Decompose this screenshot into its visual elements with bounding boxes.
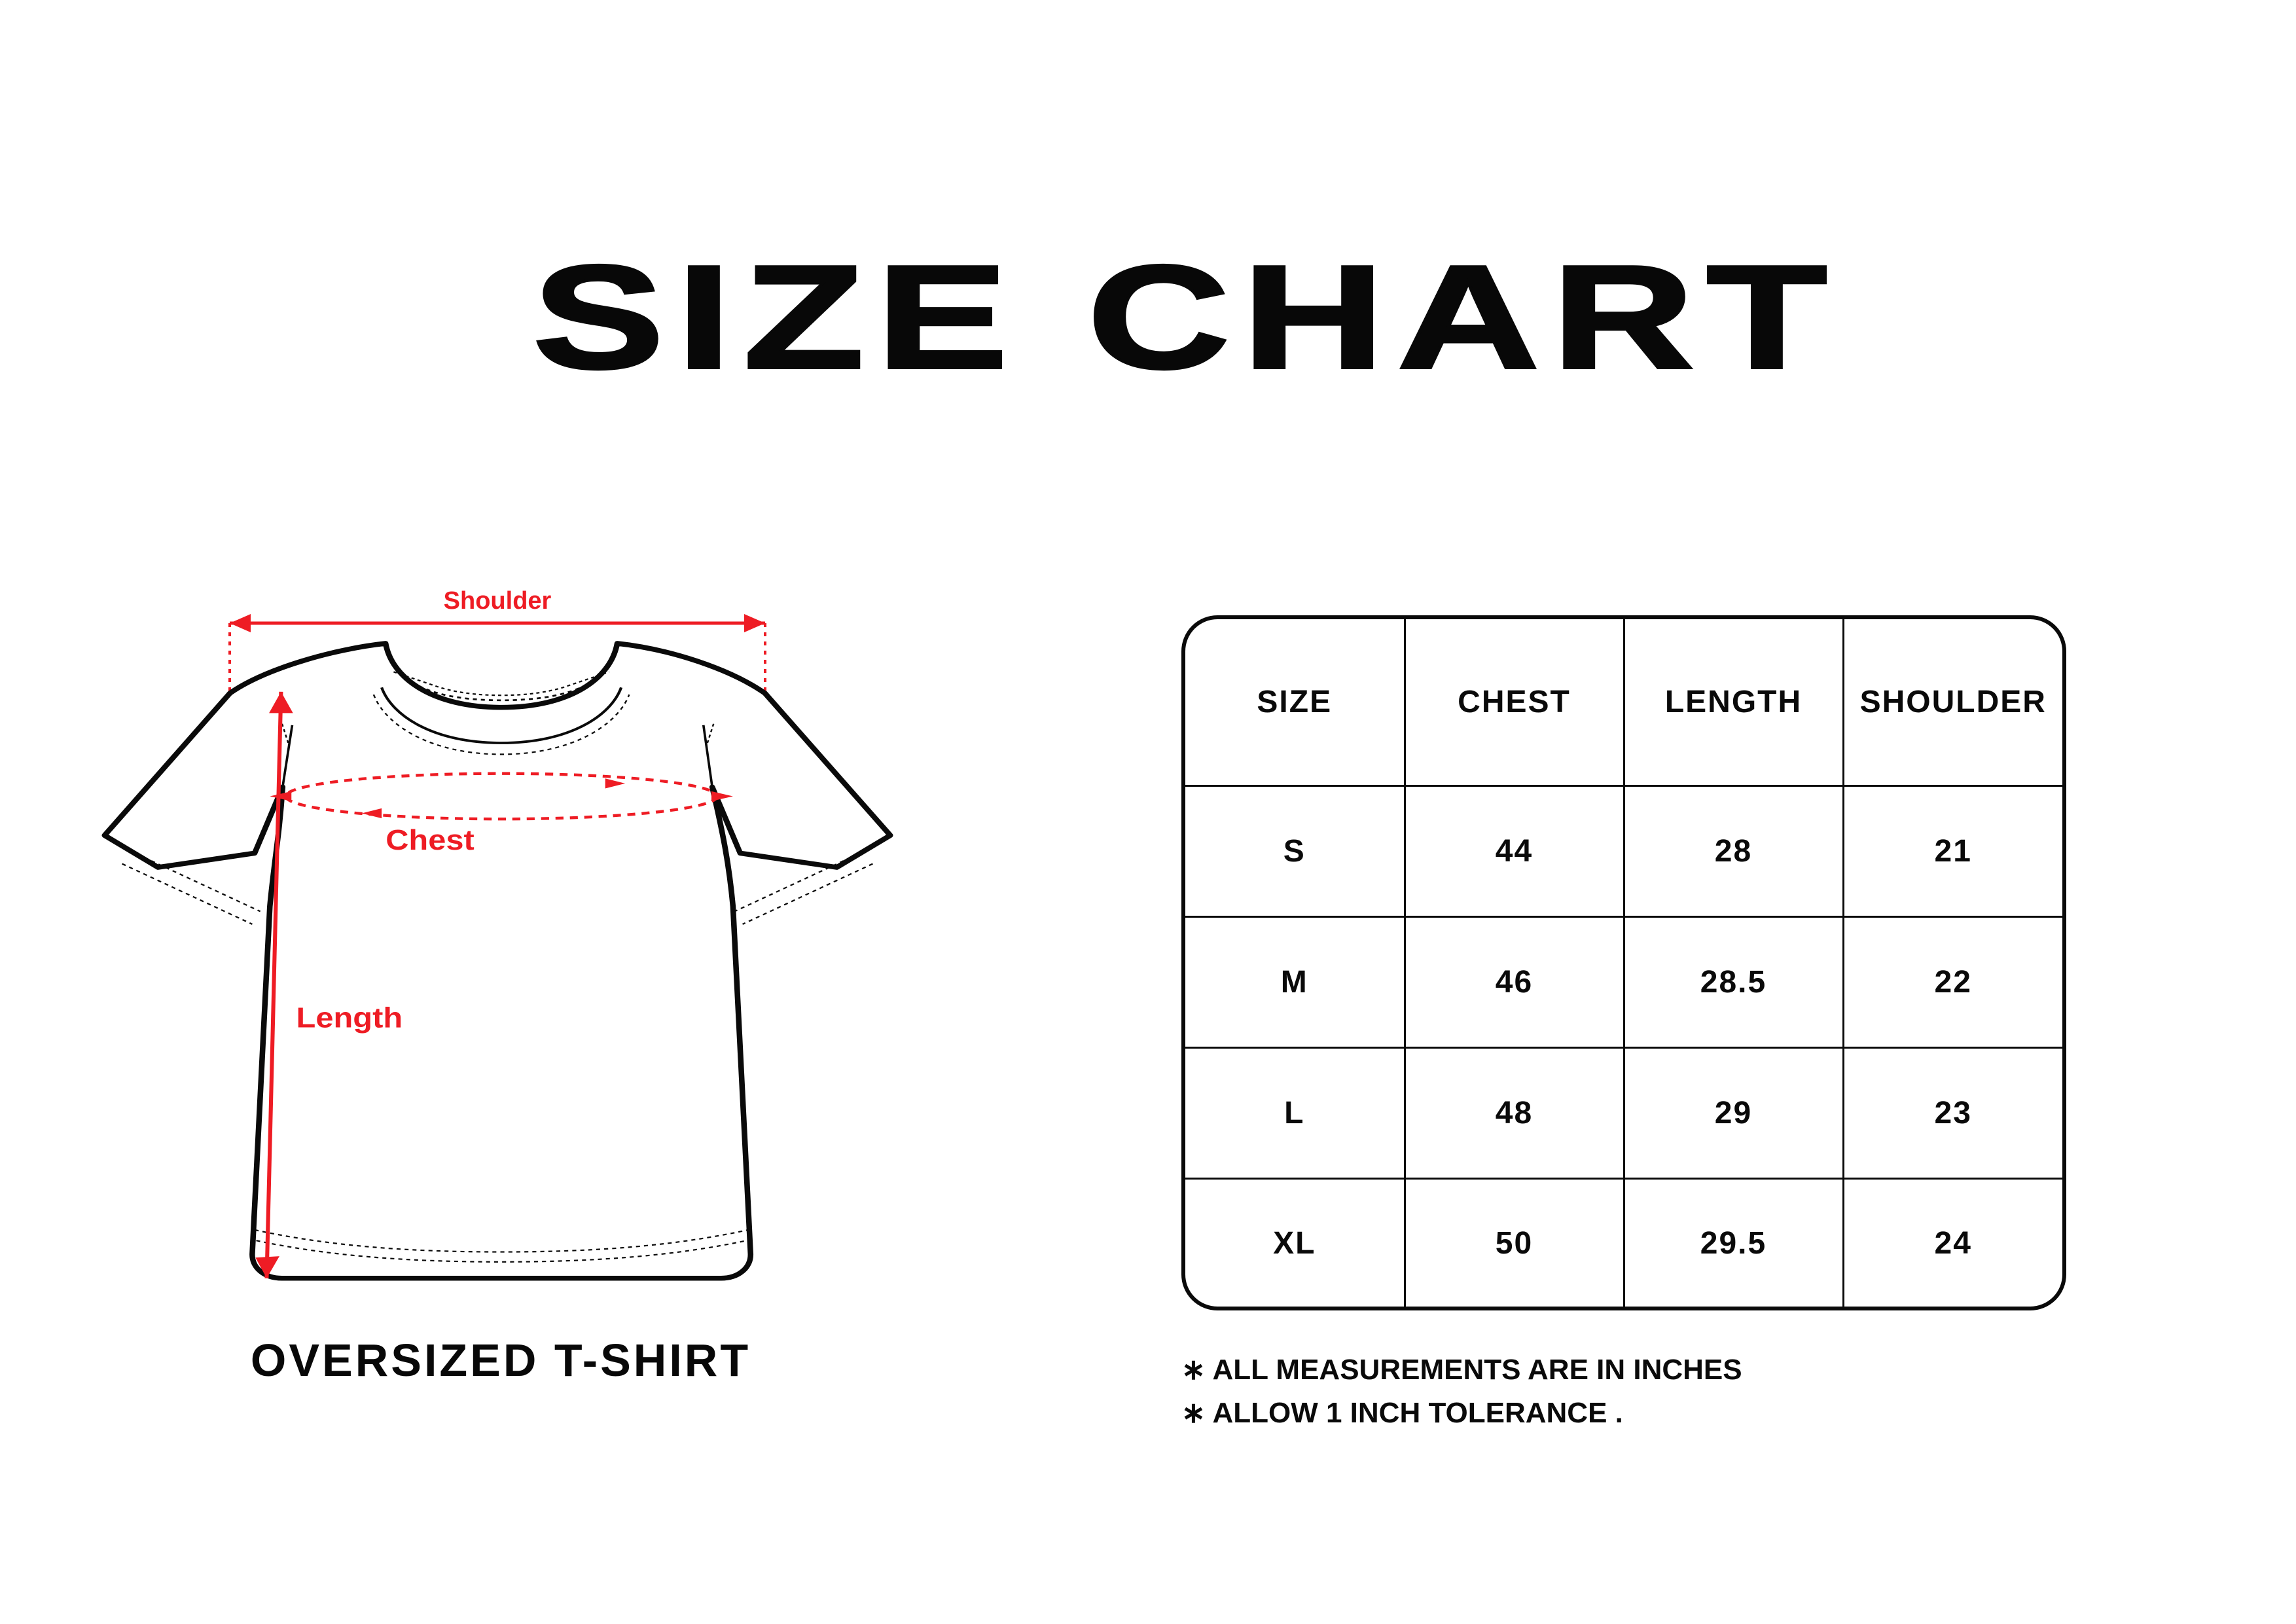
svg-text:Shoulder: Shoulder xyxy=(444,589,552,615)
svg-text:Length: Length xyxy=(296,1001,403,1034)
svg-text:Chest: Chest xyxy=(386,823,475,856)
